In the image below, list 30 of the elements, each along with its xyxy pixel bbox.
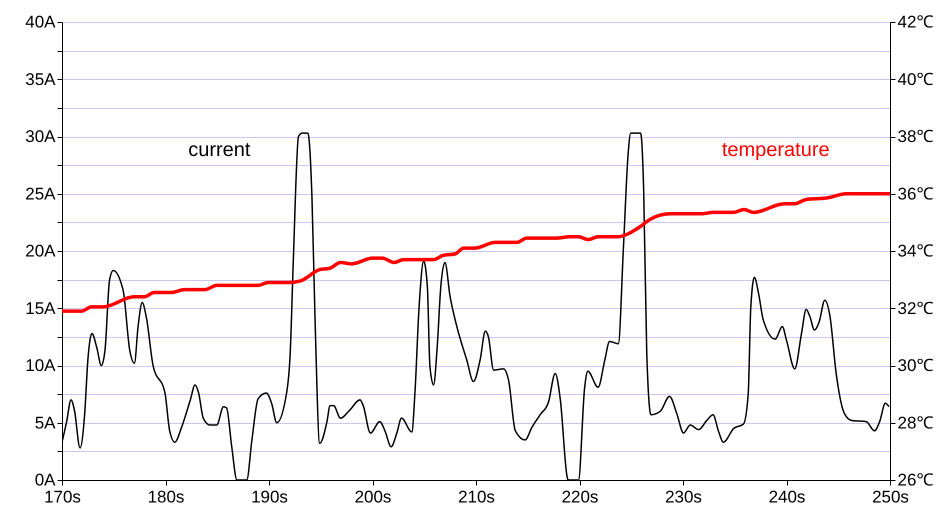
x-tick-label: 180s — [148, 488, 184, 506]
x-tick-label: 170s — [44, 488, 81, 506]
y-tick-label: 10A — [25, 356, 56, 375]
y-tick-label: 20A — [25, 242, 56, 260]
x-tick-label: 230s — [665, 488, 702, 506]
y-tick-label: 25A — [25, 184, 56, 204]
text: current — [188, 139, 251, 161]
y2-tick-label: 26℃ — [898, 470, 934, 490]
y-tick-label: 30A — [25, 127, 56, 146]
x-tick-label: 220s — [562, 488, 598, 506]
y2-tick-label: 36℃ — [898, 184, 934, 204]
y2-tick-label: 42℃ — [898, 12, 934, 32]
y2-tick-label: 28℃ — [898, 413, 934, 432]
y-tick-label: 5A — [34, 413, 56, 432]
y-tick-label: 15A — [25, 298, 56, 318]
x-tick-label: 250s — [872, 488, 909, 506]
y2-tick-label: 40℃ — [898, 70, 934, 89]
y-tick-label: 40A — [25, 12, 56, 32]
y2-tick-label: 38℃ — [898, 127, 934, 146]
x-tick-label: 200s — [354, 488, 392, 506]
y-tick-label: 35A — [25, 70, 56, 89]
y2-tick-label: 32℃ — [898, 298, 934, 318]
y2-tick-label: 30℃ — [898, 356, 934, 375]
x-tick-label: 240s — [768, 488, 806, 506]
x-tick-label: 190s — [251, 488, 288, 506]
series-label: temperature — [722, 139, 830, 161]
y-tick-label: 0A — [34, 470, 56, 490]
line-series — [62, 192, 890, 313]
x-tick-label: 210s — [458, 488, 495, 506]
y2-tick-label: 34℃ — [898, 242, 934, 260]
